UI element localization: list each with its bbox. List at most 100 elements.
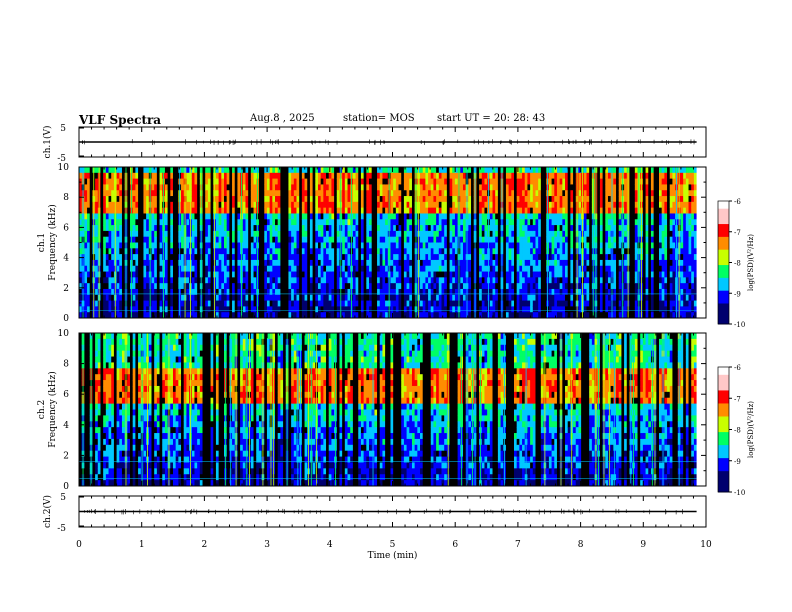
spectrogram-cell	[215, 207, 220, 214]
spectrogram-cell	[441, 300, 445, 307]
spectrogram-cell	[691, 201, 695, 209]
spectrogram-cell	[530, 283, 534, 290]
spectrogram-cell	[565, 207, 569, 214]
spectrogram-cell	[331, 225, 335, 232]
spectrogram-cell	[288, 201, 292, 209]
spectrogram-cell	[181, 213, 185, 220]
spectrogram-cell	[237, 213, 241, 220]
spectrogram-cell	[135, 172, 139, 180]
spectrogram-cell	[634, 312, 638, 319]
spectrogram-cell	[505, 172, 510, 180]
spectrogram-cell	[524, 213, 528, 220]
spectrogram-cell	[296, 167, 300, 174]
spectrogram-cell	[680, 242, 684, 249]
spectrogram-cell	[484, 259, 488, 267]
spectrogram-cell	[586, 312, 590, 319]
spectrogram-cell	[277, 265, 281, 272]
spectrogram-cell	[551, 213, 555, 220]
y-axis-label: ch.1(V)	[42, 126, 53, 159]
spectrogram-cell	[650, 172, 655, 180]
spectrogram-cell	[355, 283, 359, 290]
spectrogram-cell	[444, 230, 448, 238]
spectrogram-cell	[468, 283, 472, 290]
spectrogram-cell	[452, 201, 456, 209]
spectrogram-cell	[301, 306, 305, 313]
spectrogram-cell	[315, 201, 319, 209]
spectrogram-cell	[645, 265, 649, 272]
spectrogram-cell	[395, 265, 399, 272]
spectrogram-cell	[328, 225, 332, 232]
spectrogram-cell	[191, 230, 195, 238]
spectrogram-cell	[532, 312, 536, 319]
spectrogram-cell	[320, 201, 324, 209]
spectrogram-cell	[390, 201, 394, 209]
spectrogram-cell	[430, 236, 434, 243]
spectrogram-cell	[524, 265, 528, 272]
spectrogram-cell	[355, 300, 359, 307]
spectrogram-cell	[250, 225, 254, 232]
spectrogram-cell	[562, 213, 566, 220]
spectrogram-cell	[441, 242, 445, 249]
spectrogram-cell	[395, 236, 399, 243]
spectrogram-cell	[524, 167, 528, 174]
spectrogram-cell	[583, 236, 587, 243]
spectrogram-cell	[403, 172, 407, 180]
spectrogram-cell	[599, 271, 604, 278]
spectrogram-cell	[385, 277, 389, 284]
spectrogram-cell	[409, 265, 413, 272]
spectrogram-cell	[605, 167, 609, 174]
spectrogram-cell	[551, 259, 555, 267]
spectrogram-cell	[250, 196, 254, 203]
spectrogram-cell	[530, 306, 534, 313]
spectrogram-cell	[578, 219, 582, 226]
spectrogram-cell	[449, 196, 453, 203]
spectrogram-cell	[205, 312, 209, 319]
spectrogram-cell	[326, 242, 330, 249]
spectrogram-cell	[146, 248, 150, 255]
spectrogram-cell	[444, 242, 448, 249]
spectrogram-cell	[315, 254, 319, 261]
spectrogram-cell	[393, 306, 397, 313]
spectrogram-cell	[382, 219, 386, 226]
spectrogram-cell	[224, 312, 228, 319]
spectrogram-cell	[181, 236, 185, 243]
spectrogram-cell	[326, 207, 330, 214]
spectrogram-cell	[326, 190, 330, 197]
spectrogram-cell	[369, 207, 373, 214]
spectrogram-cell	[317, 167, 322, 174]
spectrogram-cell	[428, 306, 432, 313]
spectrogram-cell	[108, 219, 112, 226]
spectrogram-cell	[505, 213, 510, 220]
spectrogram-cell	[84, 230, 88, 238]
spectrogram-cell	[607, 300, 612, 307]
spectrogram-cell	[170, 172, 174, 180]
spectrogram-cell	[87, 248, 91, 255]
spectrogram-cell	[420, 219, 424, 226]
spectrogram-cell	[146, 201, 150, 209]
spectrogram-cell	[570, 201, 574, 209]
spectrogram-cell	[323, 219, 327, 226]
spectrogram-cell	[688, 225, 692, 232]
spectrogram-cell	[132, 225, 136, 232]
spectrogram-cell	[382, 300, 386, 307]
spectrogram-cell	[237, 225, 241, 232]
spectrogram-cell	[554, 242, 558, 249]
spectrogram-cell	[511, 196, 515, 203]
spectrogram-cell	[385, 242, 389, 249]
spectrogram-cell	[382, 242, 386, 249]
spectrogram-cell	[393, 248, 397, 255]
spectrogram-cell	[194, 225, 198, 232]
spectrogram-cell	[103, 254, 107, 261]
spectrogram-cell	[551, 288, 555, 296]
spectrogram-cell	[599, 225, 604, 232]
spectrogram-cell	[634, 294, 638, 301]
spectrogram-cell	[688, 178, 692, 185]
spectrogram-cell	[186, 201, 190, 209]
spectrogram-cell	[288, 242, 292, 249]
spectrogram-cell	[132, 196, 136, 203]
spectrogram-cell	[194, 300, 198, 307]
spectrogram-cell	[132, 288, 136, 296]
spectrogram-cell	[425, 213, 429, 220]
spectrogram-cell	[661, 242, 665, 249]
spectrogram-cell	[395, 294, 399, 301]
